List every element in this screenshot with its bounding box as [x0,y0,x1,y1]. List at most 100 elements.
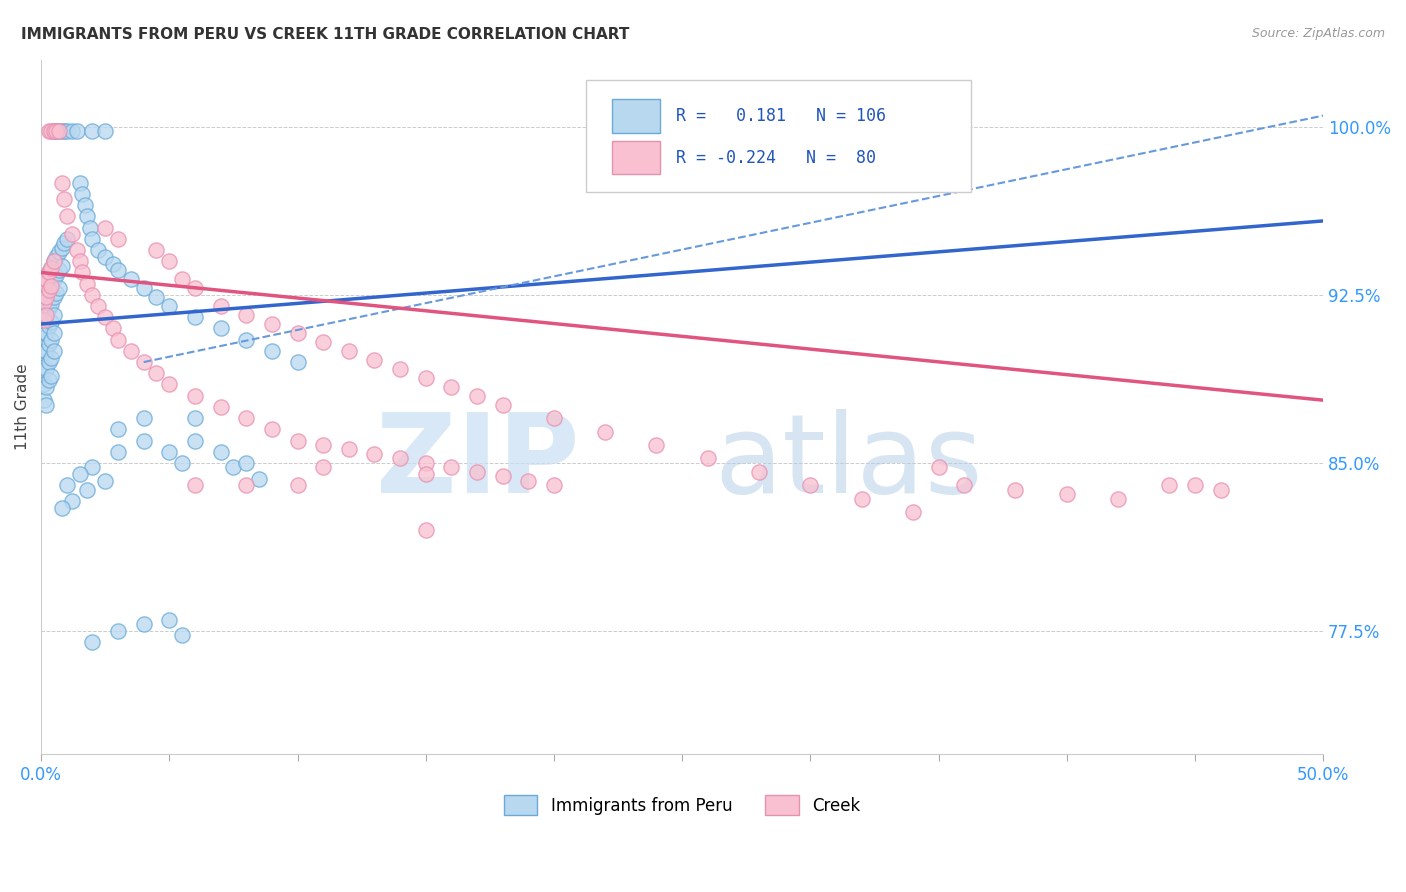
Point [389,451,412,466]
Point [260,422,283,436]
FancyBboxPatch shape [586,80,970,192]
Point [32,277,55,291]
Point [41,351,63,365]
Point [53,192,76,206]
Point [145,290,167,304]
Point [184,478,207,492]
Point [41,333,63,347]
Point [157,254,180,268]
Point [48,245,70,260]
Point [209,400,232,414]
Text: Source: ZipAtlas.com: Source: ZipAtlas.com [1251,27,1385,40]
Point [696,451,718,466]
Point [70,265,93,279]
Point [42,124,65,138]
Point [82,460,104,475]
Point [363,352,385,367]
Point [42,308,65,322]
Point [38,337,60,351]
Point [32,294,55,309]
Point [48,124,70,138]
Point [953,478,976,492]
Point [415,371,437,385]
Point [748,465,770,479]
Point [94,124,117,138]
Point [51,241,73,255]
Text: IMMIGRANTS FROM PERU VS CREEK 11TH GRADE CORRELATION CHART: IMMIGRANTS FROM PERU VS CREEK 11TH GRADE… [21,27,630,42]
Point [132,355,155,369]
Point [235,411,257,425]
Point [107,232,129,246]
Point [517,474,540,488]
Point [42,272,65,286]
Point [184,310,207,325]
Text: ZIP: ZIP [377,409,579,516]
Text: R =   0.181   N = 106: R = 0.181 N = 106 [676,107,886,125]
Point [82,288,104,302]
Point [107,263,129,277]
Point [51,124,73,138]
Point [45,250,67,264]
Point [35,290,58,304]
Point [209,444,232,458]
Point [209,321,232,335]
FancyBboxPatch shape [612,99,661,133]
Point [312,438,335,452]
Point [260,343,283,358]
Point [69,467,91,482]
Point [53,124,76,138]
Point [41,124,63,138]
Point [42,326,65,340]
Point [38,355,60,369]
Point [60,494,83,508]
Point [55,124,77,138]
Point [70,187,93,202]
Point [337,343,360,358]
Point [76,277,98,291]
Text: R = -0.224   N =  80: R = -0.224 N = 80 [676,149,876,167]
Point [69,176,91,190]
Point [86,299,108,313]
Point [107,444,129,458]
Point [41,315,63,329]
Point [38,265,60,279]
Point [440,380,463,394]
Legend: Immigrants from Peru, Creek: Immigrants from Peru, Creek [503,795,860,815]
Point [235,478,257,492]
Point [35,272,58,286]
Point [35,326,58,340]
Point [51,259,73,273]
Point [32,310,55,325]
Point [1056,487,1078,501]
Point [1107,491,1129,506]
Point [107,333,129,347]
Text: atlas: atlas [714,409,983,516]
Point [1184,478,1206,492]
Point [287,326,309,340]
Point [60,124,83,138]
Point [55,478,77,492]
Point [32,377,55,392]
Point [45,268,67,282]
Point [312,460,335,475]
Point [94,474,117,488]
Point [38,265,60,279]
Point [32,343,55,358]
Point [287,434,309,448]
Point [145,366,167,380]
Point [235,333,257,347]
Point [235,456,257,470]
Point [101,256,124,270]
Point [51,500,73,515]
Point [32,359,55,374]
Point [42,254,65,268]
Point [38,301,60,316]
Point [42,124,65,138]
Point [35,380,58,394]
Point [132,411,155,425]
Point [35,361,58,376]
Point [312,334,335,349]
Point [101,321,124,335]
Point [55,210,77,224]
Point [132,617,155,632]
